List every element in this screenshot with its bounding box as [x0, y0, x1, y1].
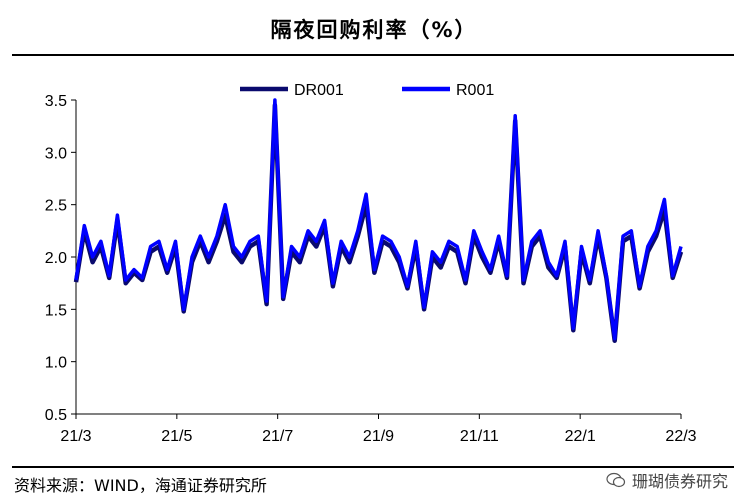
x-tick-label: 22/3	[665, 428, 696, 445]
y-tick-label: 2.0	[45, 250, 67, 267]
watermark: 珊瑚债券研究	[606, 468, 728, 492]
series-line-dr001	[73, 102, 684, 343]
legend-label-r001: R001	[456, 82, 494, 99]
wechat-icon	[606, 472, 626, 488]
y-tick-label: 2.5	[45, 198, 67, 215]
watermark-label: 珊瑚债券研究	[631, 472, 728, 491]
y-tick-label: 3.0	[45, 145, 67, 162]
x-tick-label: 21/11	[460, 428, 499, 445]
y-tick-label: 1.0	[45, 355, 67, 372]
y-tick-label: 1.5	[45, 302, 67, 319]
x-tick-label: 22/1	[565, 428, 596, 445]
x-tick-label: 21/5	[161, 428, 192, 445]
footer-divider	[12, 466, 734, 468]
line-chart: 0.5 1.0 1.5 2.0 2.5 3.0 3.5 21/3 21/5 21/7 21/9 21/…	[45, 82, 697, 445]
x-tick-label: 21/7	[262, 428, 293, 445]
x-tick-label: 21/9	[363, 428, 394, 445]
legend-label-dr001: DR001	[294, 82, 344, 99]
y-tick-label: 0.5	[45, 407, 67, 424]
title-divider	[12, 54, 734, 56]
x-tick-label: 21/3	[60, 428, 91, 445]
series-line-r001	[74, 98, 683, 341]
source-note: 资料来源：WIND，海通证券研究所	[14, 476, 267, 495]
y-tick-label: 3.5	[45, 93, 67, 110]
chart-title: 隔夜回购利率（%）	[270, 18, 478, 42]
